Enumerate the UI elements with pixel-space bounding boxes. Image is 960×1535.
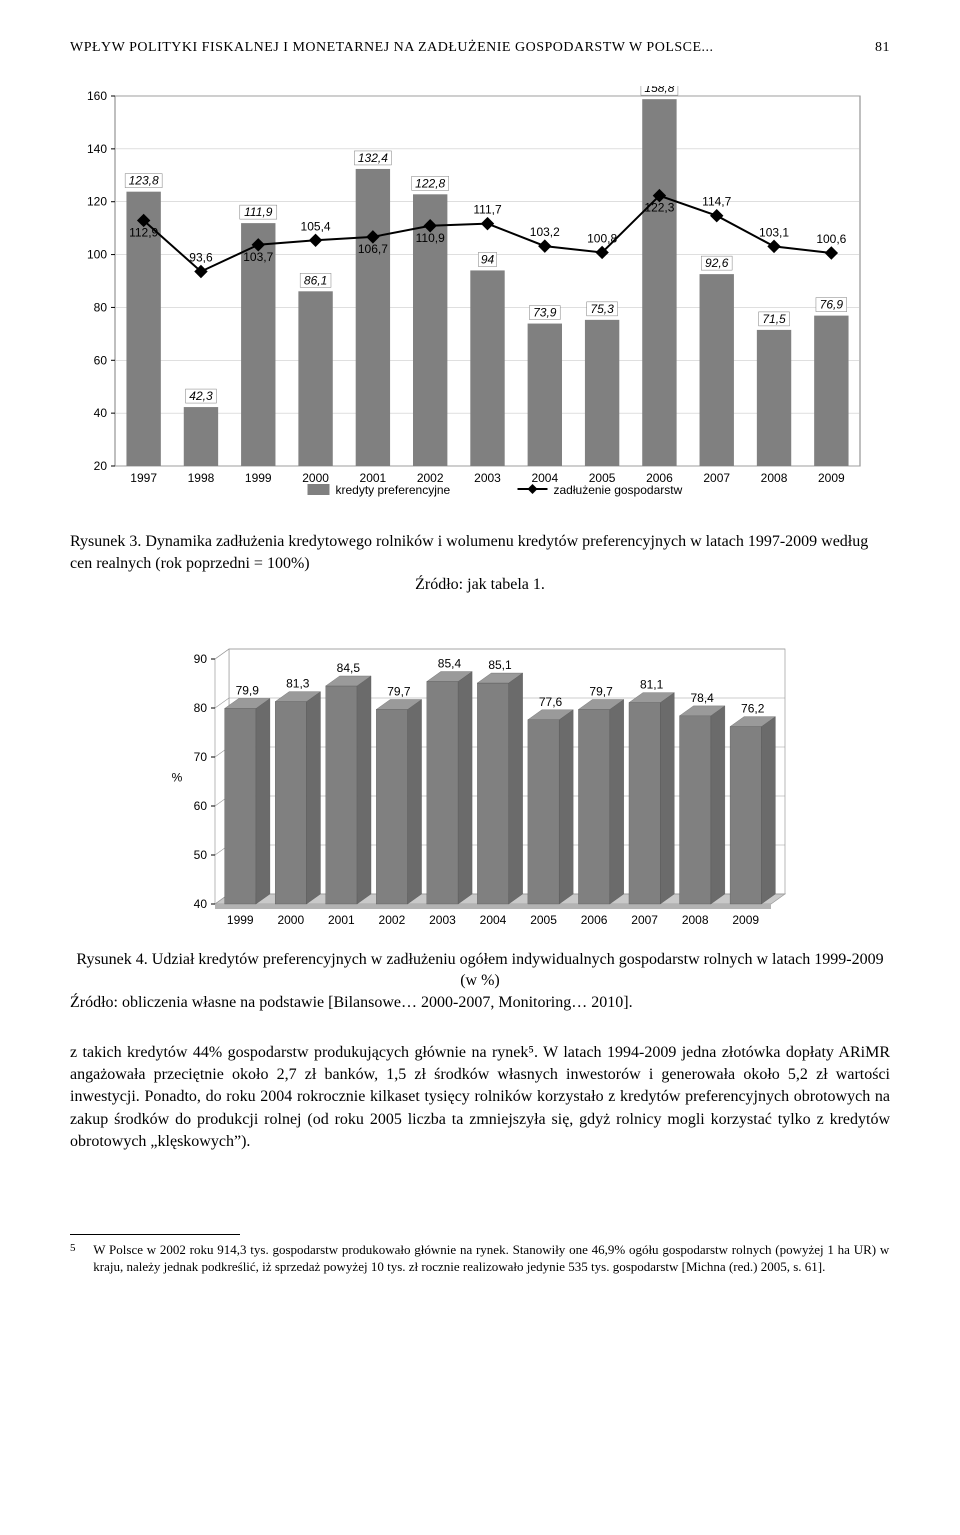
svg-text:158,8: 158,8 <box>644 86 674 95</box>
svg-text:79,7: 79,7 <box>387 684 411 698</box>
figure-4-title: Rysunek 4. Udział kredytów preferencyjny… <box>70 949 890 992</box>
svg-text:75,3: 75,3 <box>590 302 614 316</box>
svg-text:100,8: 100,8 <box>587 231 617 245</box>
svg-text:2003: 2003 <box>474 471 501 485</box>
svg-text:112,9: 112,9 <box>129 225 158 239</box>
svg-text:80: 80 <box>94 300 108 314</box>
svg-text:1999: 1999 <box>245 471 272 485</box>
svg-text:2009: 2009 <box>818 471 845 485</box>
footnote-separator <box>70 1234 240 1235</box>
svg-text:106,7: 106,7 <box>358 242 388 256</box>
svg-text:2002: 2002 <box>379 913 406 927</box>
svg-text:103,2: 103,2 <box>530 225 560 239</box>
svg-text:92,6: 92,6 <box>705 256 729 270</box>
chart-2: 40 50 60 70 80 90% 79,9 1999 81,3 2000 84,5 2001 79,… <box>70 624 890 939</box>
svg-text:160: 160 <box>87 89 107 103</box>
svg-text:77,6: 77,6 <box>539 695 563 709</box>
svg-text:2000: 2000 <box>277 913 304 927</box>
svg-text:60: 60 <box>194 799 208 813</box>
svg-text:122,3: 122,3 <box>644 201 674 215</box>
svg-text:111,9: 111,9 <box>244 205 273 219</box>
svg-text:2000: 2000 <box>302 471 329 485</box>
svg-text:%: % <box>172 770 183 784</box>
svg-text:kredyty preferencyjne: kredyty preferencyjne <box>336 483 451 497</box>
svg-text:2006: 2006 <box>581 913 608 927</box>
svg-text:71,5: 71,5 <box>762 312 786 326</box>
svg-text:2003: 2003 <box>429 913 456 927</box>
svg-text:111,7: 111,7 <box>473 203 502 217</box>
svg-text:70: 70 <box>194 750 208 764</box>
svg-text:94: 94 <box>481 252 495 266</box>
figure-3-title: Rysunek 3. Dynamika zadłużenia kredytowe… <box>70 533 868 572</box>
svg-text:86,1: 86,1 <box>304 273 327 287</box>
svg-text:100: 100 <box>87 248 107 262</box>
svg-text:122,8: 122,8 <box>415 176 445 190</box>
svg-text:73,9: 73,9 <box>533 306 557 320</box>
svg-text:79,7: 79,7 <box>589 684 613 698</box>
svg-text:76,2: 76,2 <box>741 701 765 715</box>
svg-text:2008: 2008 <box>761 471 788 485</box>
svg-text:2007: 2007 <box>703 471 730 485</box>
running-title: WPŁYW POLITYKI FISKALNEJ I MONETARNEJ NA… <box>70 40 714 55</box>
svg-text:60: 60 <box>94 353 108 367</box>
svg-text:40: 40 <box>94 406 108 420</box>
svg-text:2005: 2005 <box>530 913 557 927</box>
svg-text:2004: 2004 <box>480 913 507 927</box>
svg-text:80: 80 <box>194 701 208 715</box>
page-header: WPŁYW POLITYKI FISKALNEJ I MONETARNEJ NA… <box>70 40 890 56</box>
figure-4-source: Źródło: obliczenia własne na podstawie [… <box>70 992 890 1014</box>
svg-text:1997: 1997 <box>130 471 157 485</box>
svg-text:2007: 2007 <box>631 913 658 927</box>
figure-4-caption: Rysunek 4. Udział kredytów preferencyjny… <box>70 949 890 1014</box>
footnote-text: W Polsce w 2002 roku 914,3 tys. gospodar… <box>93 1241 889 1276</box>
svg-text:132,4: 132,4 <box>358 151 388 165</box>
svg-text:90: 90 <box>194 652 208 666</box>
svg-text:100,6: 100,6 <box>816 232 846 246</box>
svg-text:78,4: 78,4 <box>691 691 715 705</box>
svg-text:76,9: 76,9 <box>820 298 844 312</box>
chart-1-svg: 20 40 60 80 100 120 140 160 123,8 1997 42,3 1998 111… <box>70 86 870 516</box>
svg-text:1999: 1999 <box>227 913 254 927</box>
svg-text:50: 50 <box>194 848 208 862</box>
svg-text:85,4: 85,4 <box>438 656 462 670</box>
svg-text:20: 20 <box>94 459 108 473</box>
figure-3-source: Źródło: jak tabela 1. <box>70 574 890 596</box>
svg-text:81,1: 81,1 <box>640 677 664 691</box>
svg-text:120: 120 <box>87 195 107 209</box>
figure-3-caption: Rysunek 3. Dynamika zadłużenia kredytowe… <box>70 531 890 596</box>
svg-text:40: 40 <box>194 897 208 911</box>
chart-2-svg: 40 50 60 70 80 90% 79,9 1999 81,3 2000 84,5 2001 79,… <box>160 624 800 934</box>
svg-text:42,3: 42,3 <box>189 389 213 403</box>
svg-text:1998: 1998 <box>188 471 215 485</box>
svg-text:84,5: 84,5 <box>337 661 361 675</box>
svg-text:140: 140 <box>87 142 107 156</box>
footnote-5: 5 W Polsce w 2002 roku 914,3 tys. gospod… <box>70 1241 890 1276</box>
chart-1: 20 40 60 80 100 120 140 160 123,8 1997 42,3 1998 111… <box>70 86 890 521</box>
svg-text:114,7: 114,7 <box>702 195 731 209</box>
svg-text:103,7: 103,7 <box>243 250 273 264</box>
svg-text:105,4: 105,4 <box>301 219 331 233</box>
svg-text:85,1: 85,1 <box>488 658 512 672</box>
svg-text:zadłużenie gospodarstw: zadłużenie gospodarstw <box>554 483 683 497</box>
svg-text:103,1: 103,1 <box>759 225 789 239</box>
footnote-number: 5 <box>70 1241 90 1256</box>
svg-text:93,6: 93,6 <box>189 250 213 264</box>
svg-text:2009: 2009 <box>732 913 759 927</box>
svg-text:79,9: 79,9 <box>236 683 260 697</box>
svg-text:2008: 2008 <box>682 913 709 927</box>
svg-text:110,9: 110,9 <box>416 231 445 245</box>
svg-text:2001: 2001 <box>328 913 355 927</box>
page-number: 81 <box>875 40 890 56</box>
svg-text:81,3: 81,3 <box>286 676 310 690</box>
svg-text:123,8: 123,8 <box>129 174 159 188</box>
body-paragraph: z takich kredytów 44% gospodarstw produk… <box>70 1042 890 1154</box>
